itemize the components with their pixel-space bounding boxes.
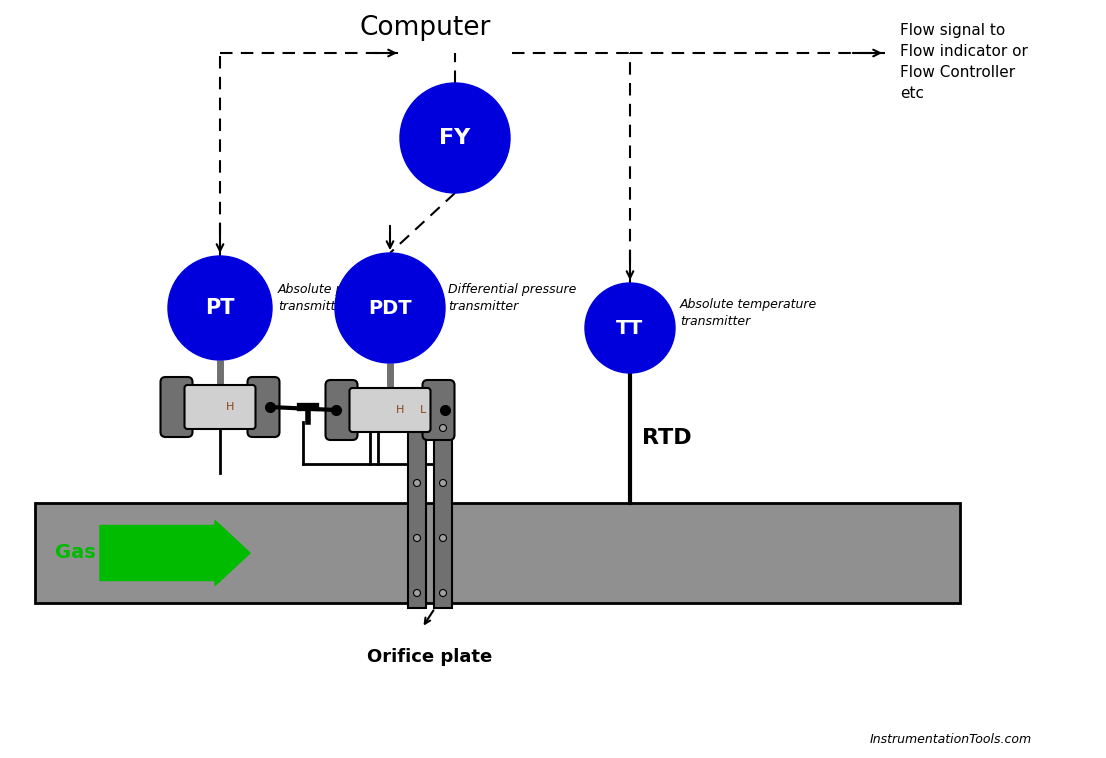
FancyBboxPatch shape	[349, 388, 430, 432]
Text: Differential pressure
transmitter: Differential pressure transmitter	[448, 283, 576, 313]
Circle shape	[439, 534, 447, 541]
Circle shape	[439, 590, 447, 597]
Text: PT: PT	[206, 298, 234, 318]
Text: H: H	[226, 402, 234, 412]
Bar	[408, 418, 426, 608]
Text: TT: TT	[616, 318, 644, 337]
Text: Gas flow: Gas flow	[55, 543, 149, 562]
FancyBboxPatch shape	[422, 380, 455, 440]
FancyBboxPatch shape	[185, 385, 255, 429]
Circle shape	[414, 534, 420, 541]
FancyArrow shape	[100, 521, 250, 585]
Text: InstrumentationTools.com: InstrumentationTools.com	[870, 733, 1032, 746]
Circle shape	[414, 424, 420, 431]
FancyBboxPatch shape	[160, 377, 192, 437]
Circle shape	[335, 253, 445, 363]
FancyBboxPatch shape	[325, 380, 357, 440]
Circle shape	[168, 256, 272, 360]
Circle shape	[439, 480, 447, 487]
Text: PDT: PDT	[368, 299, 411, 318]
Circle shape	[414, 590, 420, 597]
Bar	[434, 418, 452, 608]
Text: Absolute temperature
transmitter: Absolute temperature transmitter	[680, 298, 817, 328]
FancyBboxPatch shape	[248, 377, 280, 437]
Circle shape	[439, 424, 447, 431]
Text: H: H	[396, 405, 404, 415]
Circle shape	[400, 83, 510, 193]
Text: Flow signal to
Flow indicator or
Flow Controller
etc: Flow signal to Flow indicator or Flow Co…	[900, 23, 1027, 101]
Text: Computer: Computer	[359, 15, 491, 41]
Text: RTD: RTD	[641, 428, 691, 448]
Circle shape	[414, 480, 420, 487]
Text: FY: FY	[439, 128, 471, 148]
Text: Orifice plate: Orifice plate	[367, 648, 492, 666]
Text: Absolute pressure
transmitter: Absolute pressure transmitter	[278, 283, 392, 313]
Text: L: L	[419, 405, 426, 415]
Circle shape	[585, 283, 675, 373]
Bar	[35, 503, 960, 603]
